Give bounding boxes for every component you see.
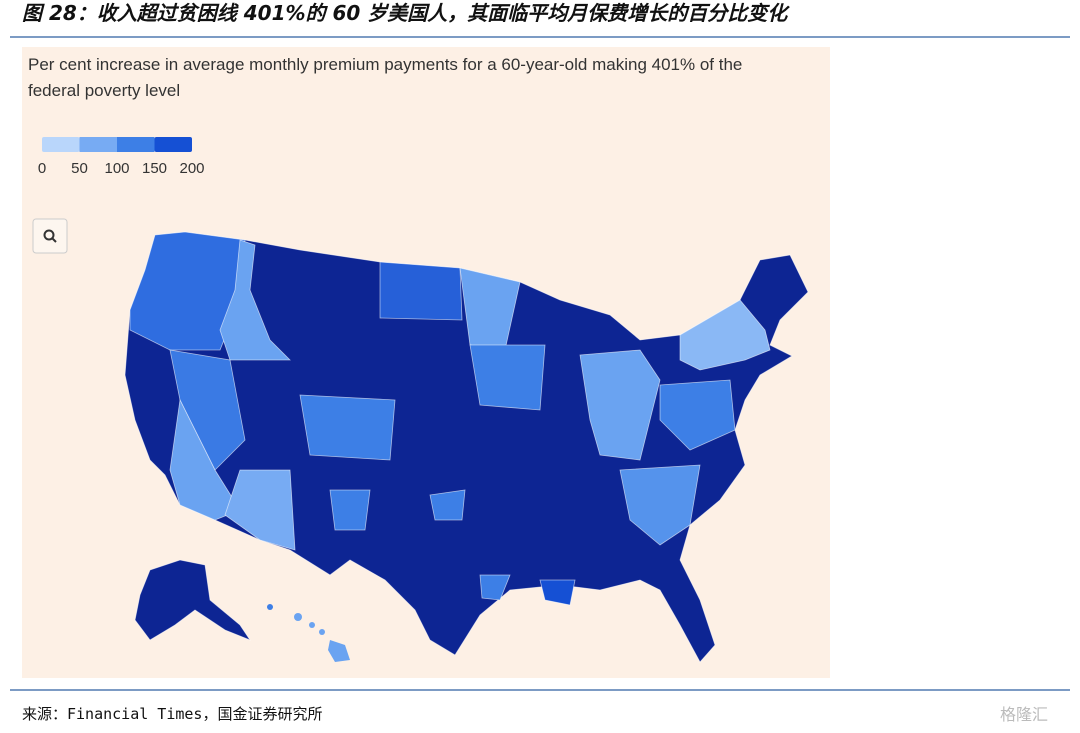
region: [679, 299, 771, 371]
zoom-icon: [51, 237, 57, 243]
legend-label: 150: [142, 160, 167, 177]
legend-label: 50: [71, 160, 88, 177]
hawaii: [309, 622, 315, 628]
region: [429, 489, 466, 521]
legend-label: 200: [179, 160, 204, 177]
region: [579, 349, 661, 461]
region: [129, 231, 246, 351]
zoom-button[interactable]: [32, 218, 68, 254]
region: [299, 394, 396, 461]
hawaii: [328, 640, 350, 662]
region: [169, 349, 246, 471]
region: [224, 469, 296, 551]
zoom-icon: [43, 229, 55, 241]
map-subtitle: federal poverty level: [28, 81, 180, 100]
legend-swatch: [79, 137, 117, 152]
zoom-box[interactable]: [32, 218, 68, 254]
region: [619, 464, 701, 546]
contiguous-us: [124, 231, 809, 663]
region: [479, 574, 511, 601]
hawaii: [294, 613, 302, 621]
region: [379, 261, 463, 321]
legend-label: 0: [38, 160, 46, 177]
region: [219, 239, 291, 361]
region: [329, 489, 371, 531]
watermark: 格隆汇: [1000, 705, 1048, 724]
map-subtitle: Per cent increase in average monthly pre…: [28, 55, 742, 74]
alaska: [134, 559, 252, 641]
legend-label: 100: [104, 160, 129, 177]
figure-title: 图 28：收入超过贫困线 401%的 60 岁美国人，其面临平均月保费增长的百分…: [22, 1, 790, 25]
legend-swatch: [154, 137, 192, 152]
region: [469, 344, 546, 411]
region: [659, 379, 736, 451]
legend: 0 50 100 150 200: [38, 137, 205, 177]
region: [169, 398, 241, 521]
region: [539, 579, 576, 606]
legend-swatch: [117, 137, 155, 152]
legend-swatch: [42, 137, 80, 152]
us-map: [124, 231, 809, 663]
source-note: 来源：Financial Times，国金证券研究所: [22, 705, 322, 723]
hawaii: [267, 604, 273, 610]
hawaii: [319, 629, 325, 635]
